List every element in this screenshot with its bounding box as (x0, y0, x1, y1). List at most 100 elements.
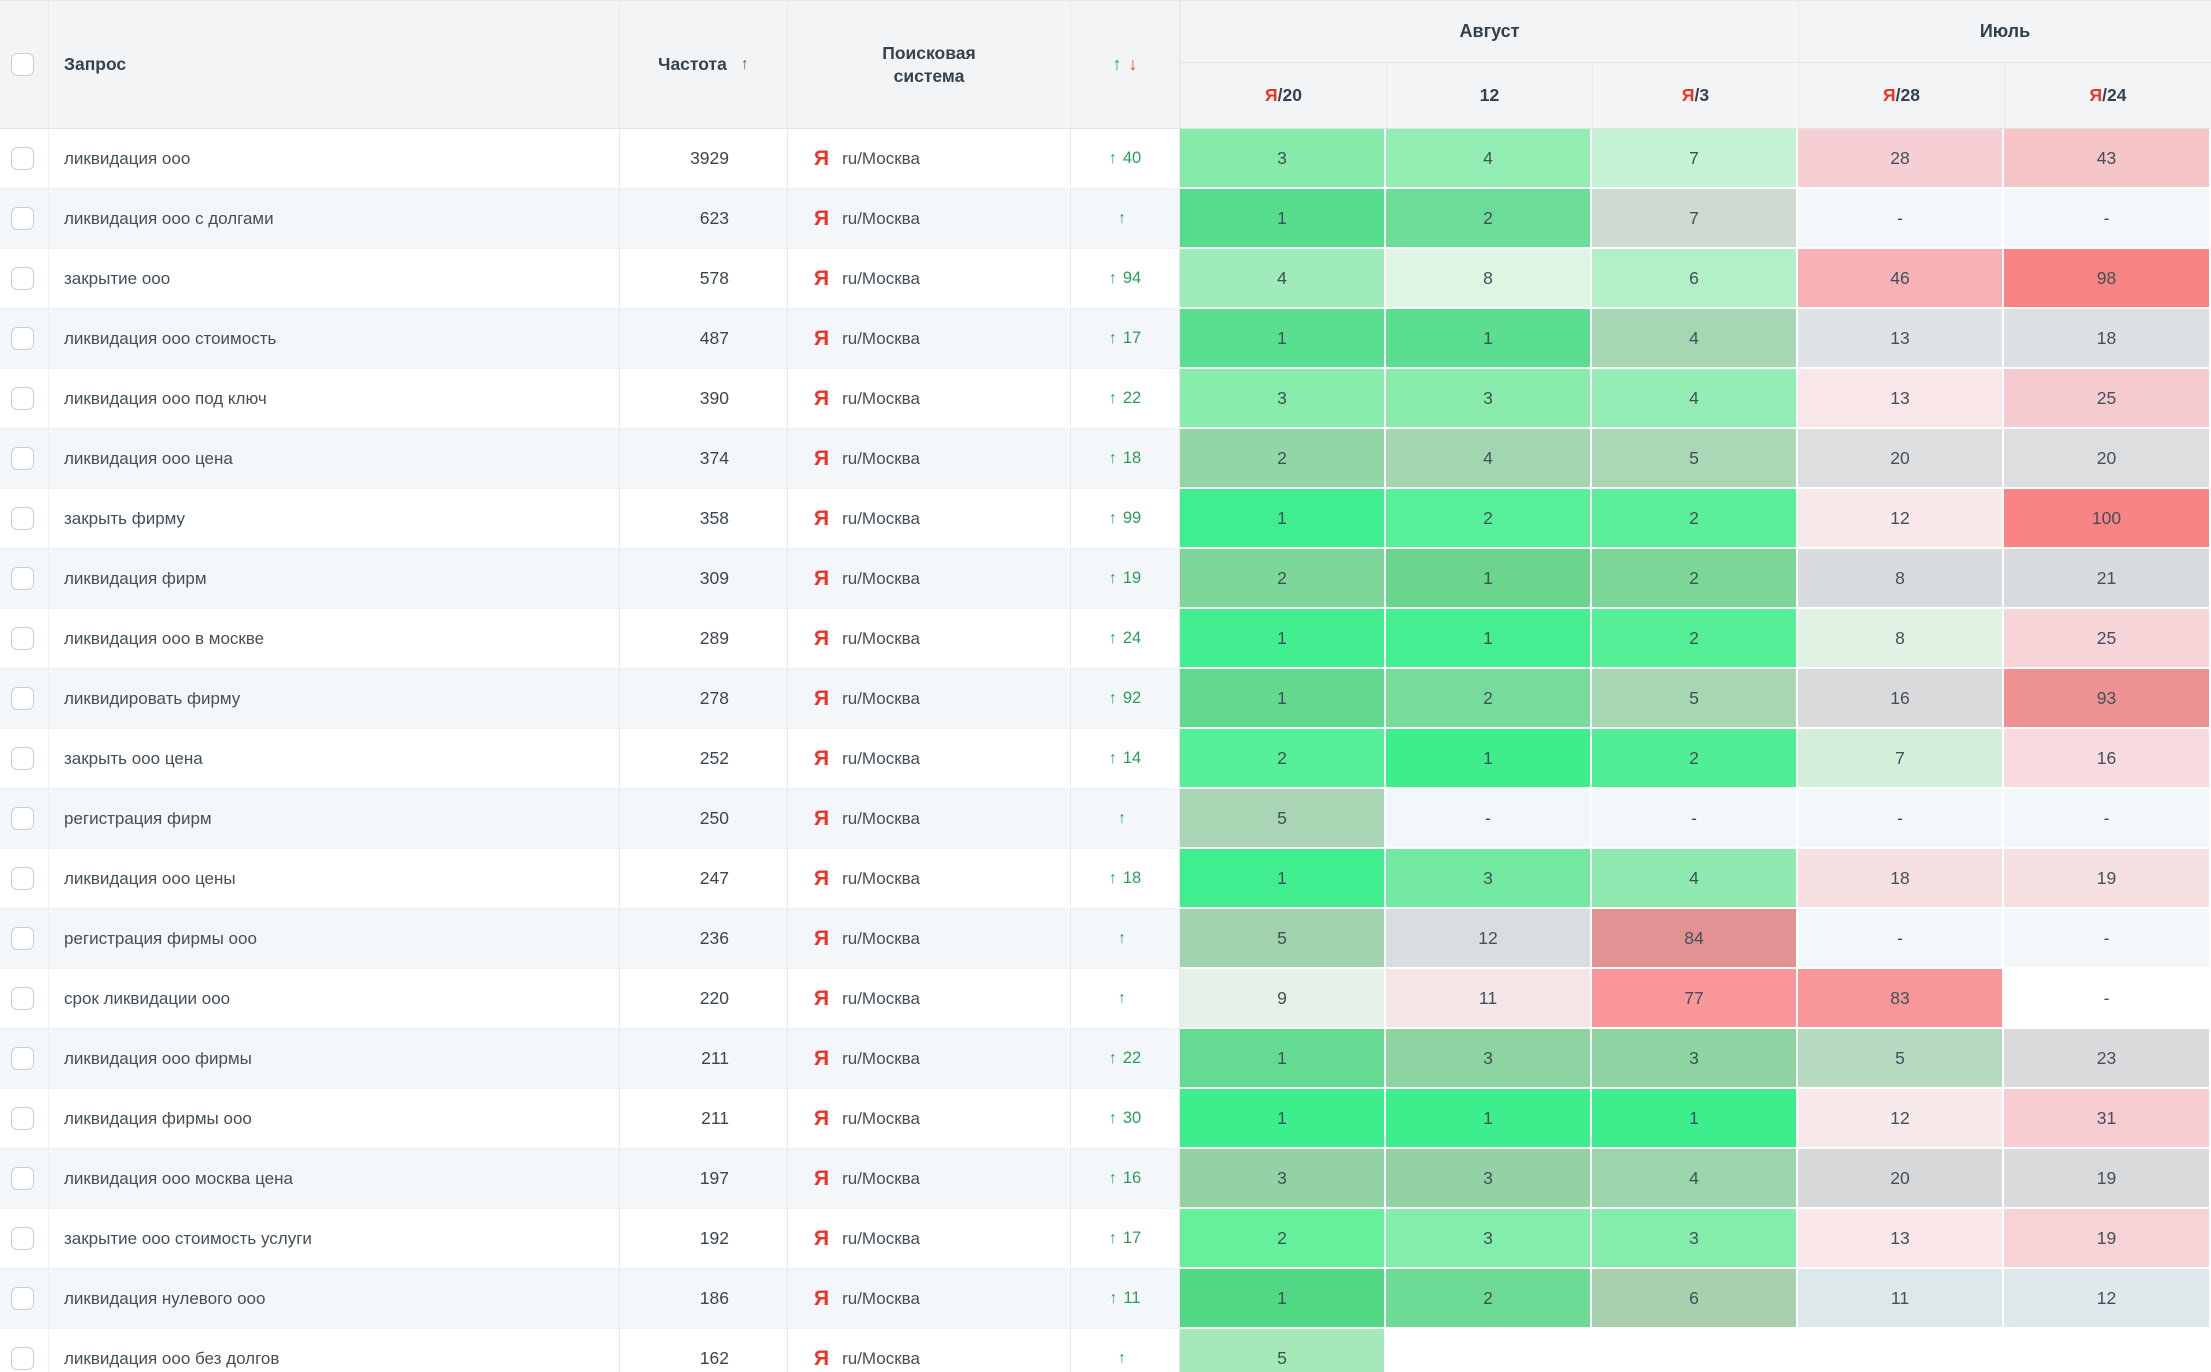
date-column-aug-20[interactable]: Я/20 (1180, 63, 1386, 129)
position-cell[interactable]: 100 (2004, 489, 2211, 549)
row-checkbox[interactable] (11, 1227, 34, 1250)
position-cell[interactable]: 4 (1592, 849, 1798, 909)
position-cell[interactable]: 11 (1386, 969, 1592, 1029)
query-cell[interactable]: ликвидация фирм (49, 549, 620, 609)
position-cell[interactable]: - (2004, 909, 2211, 969)
row-checkbox[interactable] (11, 507, 34, 530)
position-cell[interactable]: 6 (1592, 249, 1798, 309)
position-cell[interactable]: 1 (1180, 1089, 1386, 1149)
position-cell[interactable] (2004, 1329, 2211, 1372)
position-cell[interactable]: 5 (1592, 669, 1798, 729)
query-cell[interactable]: ликвидация ооо москва цена (49, 1149, 620, 1209)
position-cell[interactable]: 7 (1592, 129, 1798, 189)
row-checkbox[interactable] (11, 627, 34, 650)
query-cell[interactable]: закрыть ооо цена (49, 729, 620, 789)
position-cell[interactable]: 20 (1798, 1149, 2004, 1209)
position-cell[interactable]: 7 (1592, 189, 1798, 249)
position-cell[interactable]: 20 (1798, 429, 2004, 489)
query-cell[interactable]: регистрация фирм (49, 789, 620, 849)
position-cell[interactable]: 1 (1180, 669, 1386, 729)
position-cell[interactable]: 2 (1386, 669, 1592, 729)
position-cell[interactable]: 1 (1386, 309, 1592, 369)
row-checkbox[interactable] (11, 447, 34, 470)
position-cell[interactable]: - (1386, 789, 1592, 849)
position-cell[interactable]: 3 (1180, 1149, 1386, 1209)
position-cell[interactable]: 19 (2004, 1149, 2211, 1209)
query-cell[interactable]: закрытие ооо стоимость услуги (49, 1209, 620, 1269)
position-cell[interactable]: 12 (2004, 1269, 2211, 1329)
column-header-query[interactable]: Запрос (49, 1, 620, 129)
position-cell[interactable]: 2 (1386, 189, 1592, 249)
query-cell[interactable]: ликвидация ооо под ключ (49, 369, 620, 429)
position-cell[interactable]: 7 (1798, 729, 2004, 789)
position-cell[interactable]: 5 (1592, 429, 1798, 489)
position-cell[interactable]: 3 (1386, 369, 1592, 429)
date-column-aug-3[interactable]: Я/3 (1592, 63, 1798, 129)
position-cell[interactable]: 19 (2004, 1209, 2211, 1269)
position-cell[interactable]: 8 (1798, 609, 2004, 669)
position-cell[interactable]: 1 (1180, 489, 1386, 549)
position-cell[interactable]: 4 (1386, 429, 1592, 489)
position-cell[interactable]: 5 (1180, 789, 1386, 849)
position-cell[interactable]: 2 (1180, 549, 1386, 609)
position-cell[interactable]: 20 (2004, 429, 2211, 489)
position-cell[interactable]: 1 (1180, 189, 1386, 249)
position-cell[interactable]: 3 (1592, 1209, 1798, 1269)
position-cell[interactable]: 12 (1798, 489, 2004, 549)
query-cell[interactable]: ликвидация ооо в москве (49, 609, 620, 669)
query-cell[interactable]: закрыть фирму (49, 489, 620, 549)
position-cell[interactable] (1386, 1329, 1592, 1372)
position-cell[interactable]: 4 (1386, 129, 1592, 189)
position-cell[interactable] (1798, 1329, 2004, 1372)
query-cell[interactable]: ликвидация ооо цены (49, 849, 620, 909)
query-cell[interactable]: ликвидация ооо с долгами (49, 189, 620, 249)
query-cell[interactable]: ликвидация ооо стоимость (49, 309, 620, 369)
position-cell[interactable]: 1 (1386, 609, 1592, 669)
position-cell[interactable]: 2 (1180, 1209, 1386, 1269)
query-cell[interactable]: закрытие ооо (49, 249, 620, 309)
position-cell[interactable]: 3 (1180, 369, 1386, 429)
position-cell[interactable]: 12 (1798, 1089, 2004, 1149)
query-cell[interactable]: ликвидация ооо цена (49, 429, 620, 489)
row-checkbox[interactable] (11, 687, 34, 710)
position-cell[interactable]: 31 (2004, 1089, 2211, 1149)
position-cell[interactable]: - (2004, 789, 2211, 849)
position-cell[interactable]: 13 (1798, 1209, 2004, 1269)
position-cell[interactable]: 3 (1386, 1149, 1592, 1209)
position-cell[interactable]: 28 (1798, 129, 2004, 189)
position-cell[interactable]: 83 (1798, 969, 2004, 1029)
position-cell[interactable]: 8 (1798, 549, 2004, 609)
position-cell[interactable]: - (2004, 969, 2211, 1029)
position-cell[interactable]: 98 (2004, 249, 2211, 309)
position-cell[interactable]: 4 (1592, 1149, 1798, 1209)
row-checkbox[interactable] (11, 1167, 34, 1190)
query-cell[interactable]: ликвидация нулевого ооо (49, 1269, 620, 1329)
position-cell[interactable]: 1 (1180, 609, 1386, 669)
position-cell[interactable]: - (1592, 789, 1798, 849)
position-cell[interactable]: 1 (1386, 549, 1592, 609)
select-all-checkbox[interactable] (11, 53, 34, 76)
position-cell[interactable]: 19 (2004, 849, 2211, 909)
row-checkbox[interactable] (11, 567, 34, 590)
position-cell[interactable]: 1 (1180, 1269, 1386, 1329)
row-checkbox[interactable] (11, 927, 34, 950)
position-cell[interactable]: 3 (1386, 849, 1592, 909)
position-cell[interactable]: 1 (1180, 849, 1386, 909)
position-cell[interactable]: 1 (1180, 309, 1386, 369)
position-cell[interactable]: 11 (1798, 1269, 2004, 1329)
row-checkbox[interactable] (11, 747, 34, 770)
row-checkbox[interactable] (11, 1047, 34, 1070)
date-column-jul-24[interactable]: Я/24 (2004, 63, 2211, 129)
position-cell[interactable]: 9 (1180, 969, 1386, 1029)
position-cell[interactable]: 3 (1386, 1209, 1592, 1269)
position-cell[interactable]: 84 (1592, 909, 1798, 969)
query-cell[interactable]: ликвидация ооо без долгов (49, 1329, 620, 1372)
position-cell[interactable]: 21 (2004, 549, 2211, 609)
row-checkbox[interactable] (11, 807, 34, 830)
position-cell[interactable]: - (1798, 789, 2004, 849)
position-cell[interactable]: 25 (2004, 609, 2211, 669)
position-cell[interactable]: 3 (1592, 1029, 1798, 1089)
position-cell[interactable]: 12 (1386, 909, 1592, 969)
query-cell[interactable]: ликвидация ооо (49, 129, 620, 189)
column-header-dynamics[interactable]: ↑ ↓ (1071, 1, 1180, 129)
